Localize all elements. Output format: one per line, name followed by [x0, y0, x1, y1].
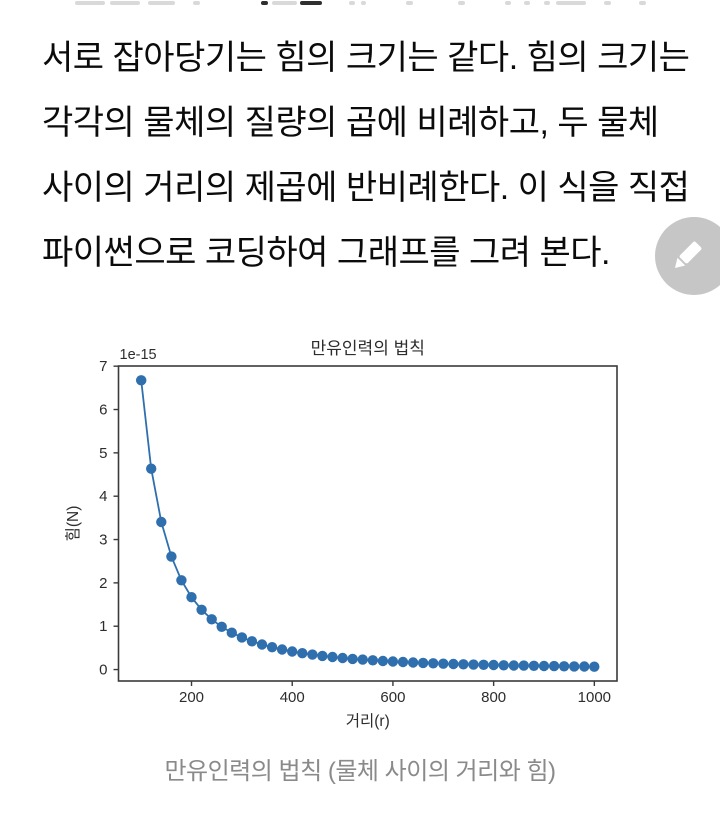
y-tick-label: 7 [99, 358, 107, 375]
edit-fab-button[interactable] [655, 217, 720, 295]
data-point [166, 551, 177, 562]
data-point [206, 614, 217, 625]
data-point [236, 632, 248, 643]
data-point [538, 660, 550, 672]
article-line: 파이썬으로 코딩하여 그래프를 그려 본다. [42, 234, 611, 272]
text-fragment [148, 1, 175, 5]
data-point [347, 653, 358, 665]
data-point [508, 660, 519, 671]
data-point [317, 650, 328, 662]
text-fragment [272, 1, 297, 5]
data-point [216, 621, 227, 632]
text-fragment [300, 1, 322, 5]
text-fragment [458, 1, 465, 5]
clipped-text-remnant [0, 0, 720, 10]
data-point [186, 592, 197, 603]
text-fragment [556, 1, 586, 5]
text-fragment [505, 1, 511, 5]
data-point [226, 627, 237, 638]
data-point [146, 463, 157, 474]
y-offset-text: 1e-15 [120, 347, 157, 363]
y-tick-label: 2 [99, 575, 107, 592]
data-point [438, 658, 449, 669]
data-point [428, 658, 439, 669]
text-fragment [406, 1, 413, 5]
data-point [156, 516, 167, 528]
text-fragment [75, 1, 105, 5]
plot-border [117, 365, 618, 682]
y-tick-label: 0 [99, 662, 107, 679]
text-fragment [361, 1, 366, 5]
data-point [266, 642, 278, 653]
data-point [367, 655, 378, 666]
article-line: 서로 잡아당기는 힘의 크기는 같다. 힘의 크기는 [42, 39, 690, 77]
data-point [548, 660, 560, 672]
data-point [528, 660, 540, 671]
text-fragment [639, 1, 646, 5]
data-point [176, 575, 187, 586]
figure-caption: 만유인력의 법칙 (물체 사이의 거리와 힘) [164, 758, 556, 785]
data-point [256, 639, 268, 650]
x-tick-label: 200 [179, 689, 204, 706]
data-point [327, 651, 338, 663]
data-point [297, 648, 308, 659]
data-point [558, 661, 570, 672]
data-point [136, 375, 147, 386]
data-point [307, 649, 318, 660]
y-tick-label: 5 [99, 445, 107, 462]
data-point [407, 657, 419, 668]
x-tick-label: 400 [280, 689, 305, 706]
data-point [276, 644, 288, 655]
data-point [478, 659, 489, 670]
text-fragment [524, 1, 530, 5]
text-fragment [349, 1, 355, 5]
article-line: 사이의 거리의 제곱에 반비례한다. 이 식을 직접 [42, 169, 690, 207]
data-point [196, 604, 207, 615]
data-point [417, 657, 429, 669]
y-tick-label: 6 [99, 402, 107, 419]
data-point [377, 655, 389, 667]
data-point [397, 656, 409, 668]
y-axis-label: 힘(N) [64, 506, 82, 542]
chart-title: 만유인력의 법칙 [311, 339, 425, 358]
data-point [579, 661, 590, 672]
x-axis-label: 거리(r) [346, 712, 390, 730]
text-fragment [110, 1, 140, 5]
data-point [387, 656, 399, 667]
data-point [589, 661, 600, 672]
article-text: 서로 잡아당기는 힘의 크기는 같다. 힘의 크기는 각각의 물체의 질량의 곱… [42, 26, 696, 286]
text-fragment [544, 1, 550, 5]
data-point [518, 660, 529, 671]
article-line: 각각의 물체의 질량의 곱에 비례하고, 두 물체 [42, 104, 659, 142]
text-fragment [261, 1, 268, 5]
x-tick-label: 800 [481, 689, 506, 706]
data-point [458, 659, 469, 670]
data-point [569, 661, 580, 672]
x-tick-label: 1000 [578, 689, 611, 706]
data-point [488, 659, 499, 671]
x-tick-label: 600 [380, 689, 405, 706]
data-point [498, 660, 509, 671]
data-point [246, 636, 258, 647]
text-fragment [193, 1, 200, 5]
data-point [337, 652, 348, 664]
data-point [468, 659, 479, 670]
y-tick-label: 3 [99, 532, 107, 549]
y-tick-label: 1 [99, 618, 107, 635]
pencil-icon [674, 241, 702, 269]
text-fragment [604, 1, 611, 5]
data-point [287, 646, 298, 657]
data-point [448, 658, 459, 670]
y-tick-label: 4 [99, 488, 107, 505]
data-point [357, 654, 368, 665]
